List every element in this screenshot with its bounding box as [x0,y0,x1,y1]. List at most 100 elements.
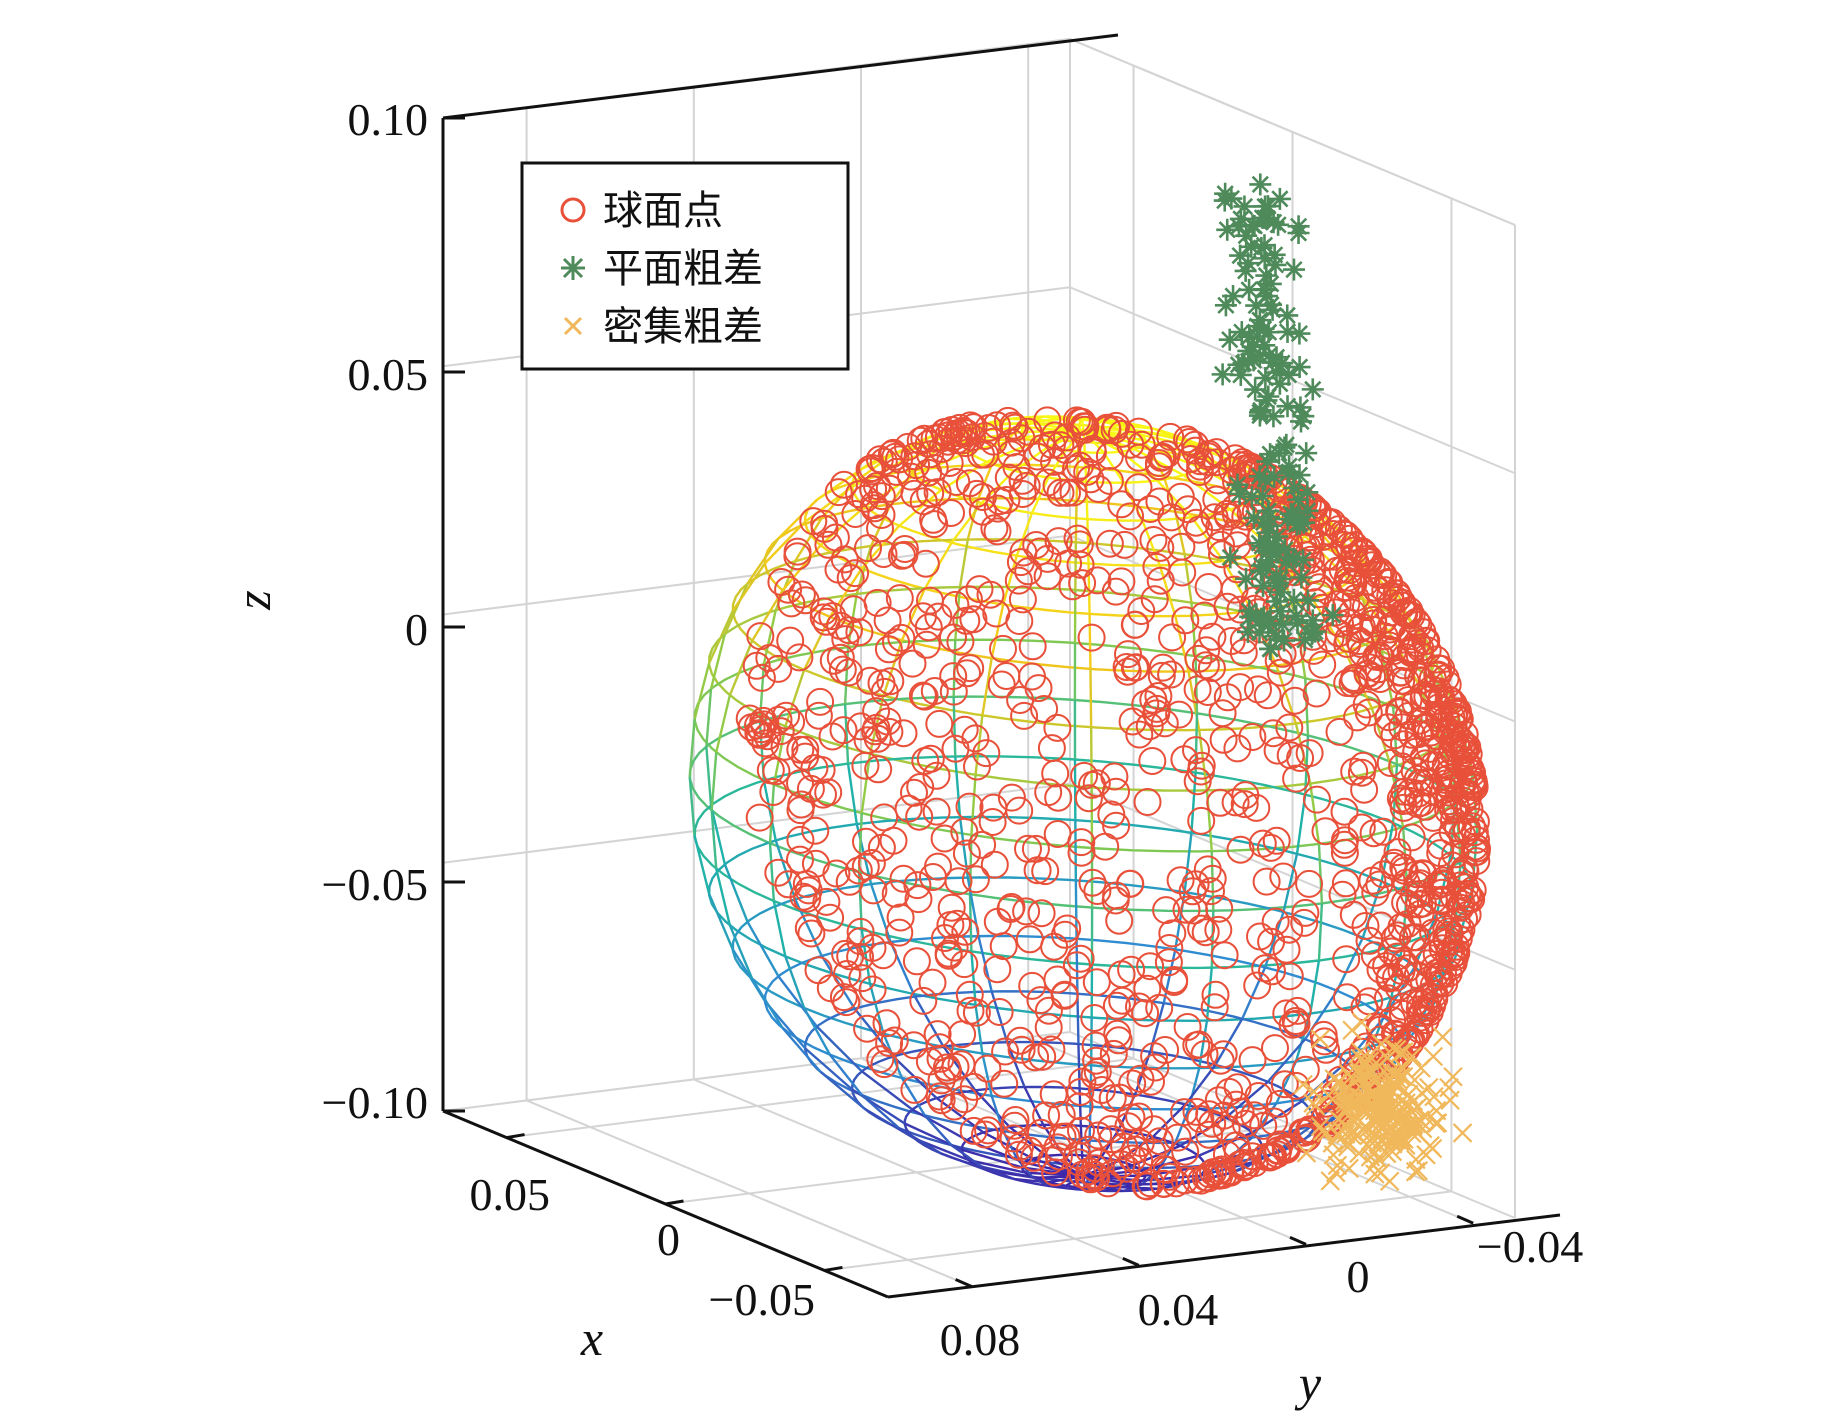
y-axis-label: y [1294,1355,1322,1411]
data-point [1238,723,1267,751]
data-point [1053,914,1082,943]
data-point [846,927,875,956]
data-point [787,580,816,609]
z-tick-label: 0 [405,604,428,655]
data-point [989,634,1017,663]
data-point [1276,741,1305,770]
sphere-meridian-line [688,719,696,778]
data-point [1408,998,1437,1027]
data-point [1191,1163,1220,1192]
y-tick [1122,1257,1140,1267]
data-point [1236,620,1259,643]
data-point [1182,1031,1211,1060]
data-point [851,484,880,513]
data-point [889,864,918,893]
data-point [924,852,952,881]
data-point [900,778,928,807]
data-point [1275,551,1298,574]
data-point [1078,868,1107,897]
sphere-meridian-line [1023,1086,1045,1126]
axes-layer [441,33,1561,1299]
data-point [1249,1111,1278,1140]
data-point [1041,759,1070,788]
data-point [1252,867,1281,896]
data-point [1415,1107,1436,1127]
data-point [864,755,893,784]
data-point [1044,1142,1073,1171]
data-point [1268,372,1291,395]
data-point [854,534,882,563]
data-point [1026,986,1055,1015]
sphere-meridian-line [709,805,726,865]
data-point [830,470,858,499]
data-point [1280,686,1309,715]
data-point [1185,458,1214,486]
data-point [1415,965,1444,994]
data-point [1270,1070,1299,1099]
data-point [1288,356,1311,379]
data-point [828,655,857,684]
data-point [1299,636,1328,665]
data-point [1015,925,1044,954]
data-point [1099,1039,1128,1068]
y-tick [1456,1214,1474,1225]
data-point [1366,665,1395,693]
data-point [791,735,820,764]
sphere-meridian-line [1080,419,1085,432]
data-point [1044,783,1073,812]
data-point [1006,1132,1034,1161]
data-point [1194,448,1222,477]
data-point [983,955,1012,984]
data-point [1018,971,1047,1000]
data-point [1219,546,1242,569]
data-point [856,666,885,695]
data-point [862,697,891,726]
legend-label: 密集粗差 [603,304,763,350]
data-point [804,956,833,985]
data-point [882,457,911,486]
data-point [903,871,932,900]
data-point [991,1037,1020,1066]
data-point [1154,948,1183,977]
data-point [1460,818,1489,847]
data-point [1362,1128,1383,1149]
sphere-meridian-line [900,588,926,641]
data-point [1370,1163,1391,1183]
data-point [1183,767,1212,796]
data-point [1406,899,1435,928]
data-point [1387,658,1416,687]
data-point [1231,781,1260,810]
data-point [881,442,910,471]
data-point [1406,1113,1427,1134]
data-point [1187,751,1216,780]
data-point [1393,954,1422,983]
data-point [1096,1115,1125,1144]
sphere-meridian-line [784,669,806,727]
data-point [918,968,947,997]
data-point [908,681,937,710]
x-tick-label: 0.05 [470,1169,551,1220]
data-point [1334,624,1363,653]
data-point [1396,638,1425,667]
data-point [1126,1064,1155,1093]
sphere-meridian-line [710,810,718,869]
data-point [1248,829,1277,858]
data-point [1028,1042,1057,1071]
sphere-meridian-line [1282,853,1299,913]
data-point [1322,1133,1343,1153]
data-point [1215,1077,1244,1106]
data-point [904,885,933,914]
data-point [1211,363,1234,386]
data-point [982,599,1011,628]
data-point [869,540,898,568]
data-point [1350,775,1379,804]
data-point [1033,562,1062,591]
sphere-meridian-line [1088,613,1092,669]
data-point [1066,944,1095,973]
data-point [1389,793,1418,822]
data-point [932,1053,961,1082]
data-point [1412,713,1441,742]
data-point [967,440,995,469]
data-point [1140,1042,1169,1071]
z-tick-label: −0.10 [322,1077,428,1128]
